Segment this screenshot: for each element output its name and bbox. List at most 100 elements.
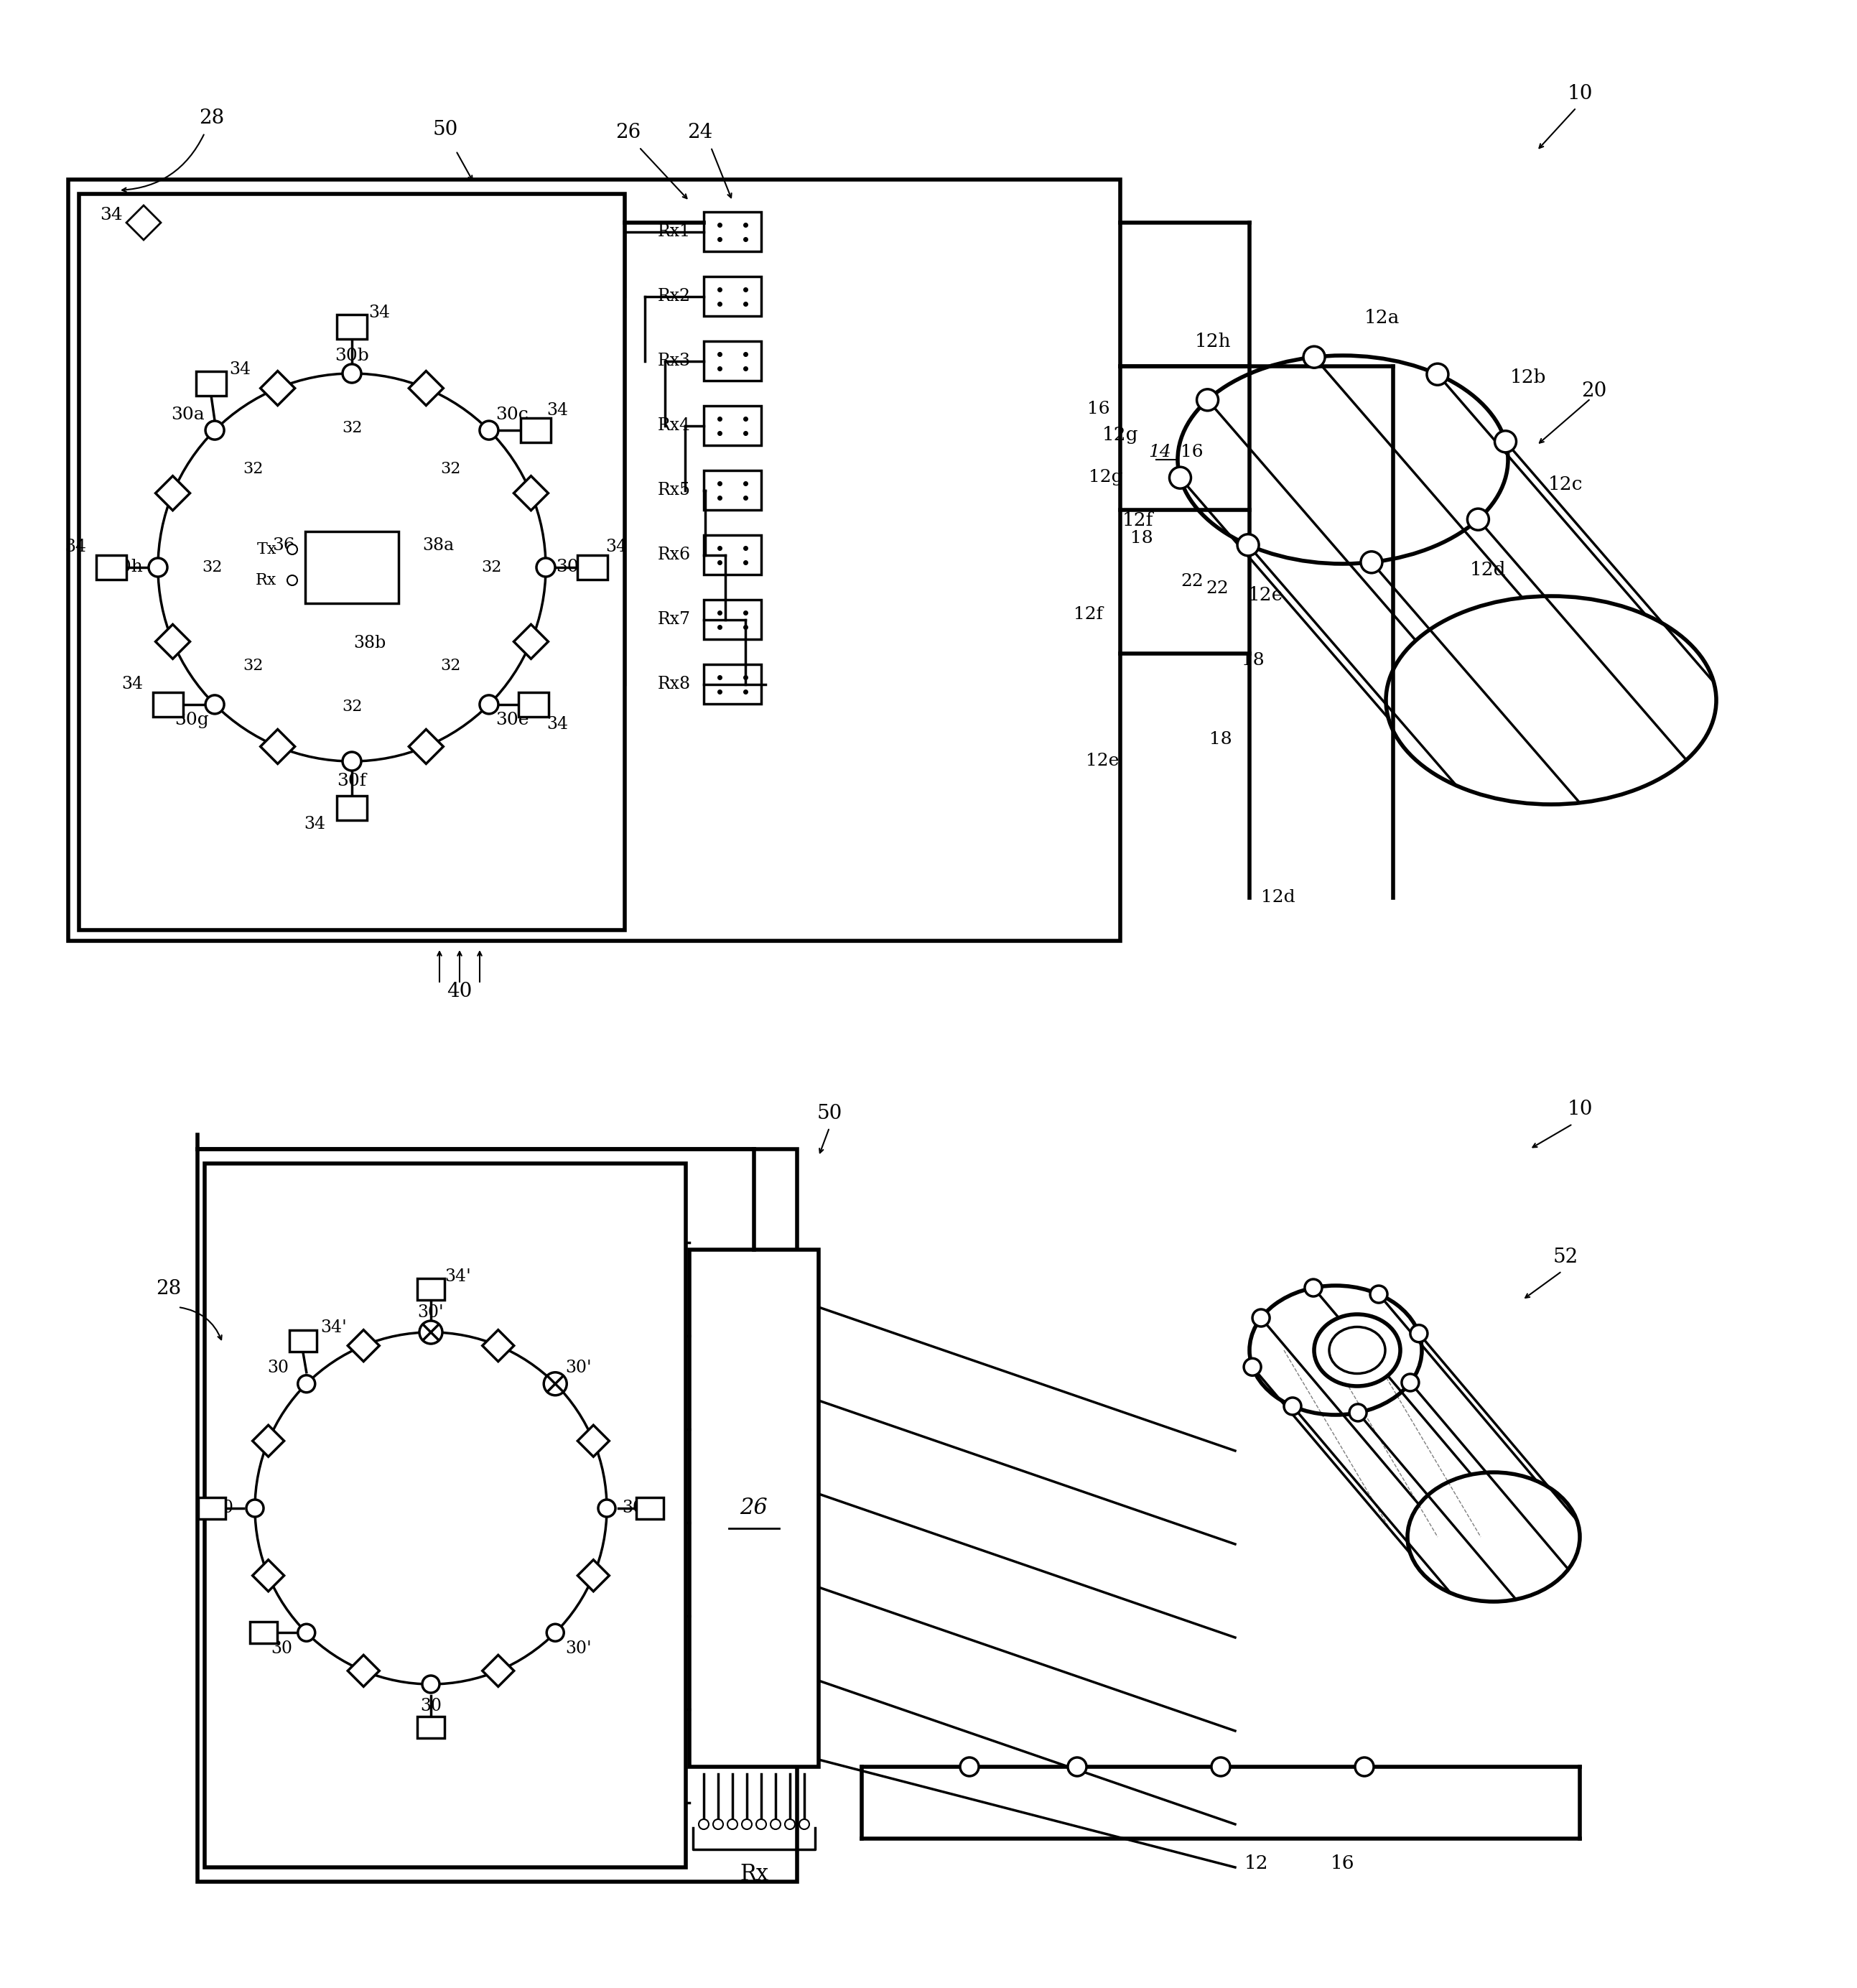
Text: 18: 18 — [1242, 652, 1265, 670]
Text: 34: 34 — [121, 676, 143, 692]
Polygon shape — [578, 1425, 609, 1457]
Text: 30': 30' — [418, 1304, 444, 1320]
Circle shape — [479, 696, 498, 714]
Text: 40: 40 — [448, 982, 472, 1000]
Text: 12a: 12a — [1365, 308, 1400, 326]
Circle shape — [537, 559, 555, 577]
Text: 12b: 12b — [1510, 368, 1547, 386]
Polygon shape — [253, 1561, 284, 1590]
Circle shape — [771, 1819, 780, 1829]
Text: 30h: 30h — [108, 559, 143, 577]
Text: 30: 30 — [271, 1640, 292, 1656]
Circle shape — [741, 1819, 752, 1829]
Text: 16: 16 — [1088, 402, 1110, 417]
Text: 34: 34 — [65, 539, 85, 555]
Bar — [69, 179, 1120, 940]
Text: 90°: 90° — [340, 551, 375, 569]
Text: 32: 32 — [440, 658, 461, 674]
Circle shape — [786, 1819, 795, 1829]
Text: 12g: 12g — [1088, 469, 1123, 485]
Text: 30d: 30d — [555, 559, 591, 577]
Circle shape — [206, 421, 225, 439]
Circle shape — [1170, 467, 1190, 489]
Text: 12h: 12h — [1194, 332, 1231, 350]
Bar — [290, 1330, 316, 1352]
Bar — [336, 314, 368, 340]
Bar — [518, 692, 548, 718]
Circle shape — [1426, 364, 1448, 386]
Circle shape — [799, 1819, 810, 1829]
Text: 32: 32 — [342, 700, 362, 716]
Text: 30': 30' — [565, 1640, 591, 1656]
Bar — [204, 1163, 685, 1867]
Bar — [336, 795, 368, 821]
Polygon shape — [483, 1330, 514, 1362]
Circle shape — [1409, 1324, 1428, 1342]
Text: 20: 20 — [1582, 382, 1606, 402]
Circle shape — [1402, 1374, 1419, 1392]
Text: Rx4: Rx4 — [657, 417, 691, 433]
Circle shape — [1196, 390, 1218, 412]
Bar — [704, 406, 761, 445]
Text: 12e: 12e — [1248, 586, 1283, 604]
Bar — [249, 1622, 277, 1644]
Text: 12f: 12f — [1122, 511, 1153, 529]
Bar — [152, 692, 184, 718]
Circle shape — [1495, 431, 1517, 453]
Circle shape — [1467, 509, 1489, 531]
Text: 30c: 30c — [496, 406, 529, 423]
Circle shape — [1350, 1404, 1367, 1421]
Text: 50: 50 — [817, 1103, 841, 1123]
Text: Rx5: Rx5 — [657, 481, 691, 499]
Text: 32: 32 — [440, 461, 461, 477]
Text: Rx8: Rx8 — [657, 676, 691, 692]
Bar — [197, 372, 227, 396]
Circle shape — [1237, 535, 1259, 557]
Text: 30': 30' — [565, 1360, 591, 1376]
Text: 32: 32 — [342, 419, 362, 435]
Text: 32: 32 — [202, 559, 223, 575]
Polygon shape — [260, 730, 295, 763]
Circle shape — [598, 1499, 615, 1517]
Text: 34: 34 — [305, 817, 325, 833]
Text: 12: 12 — [1244, 1855, 1268, 1873]
Text: 32: 32 — [481, 559, 501, 575]
Text: 10: 10 — [1567, 1099, 1593, 1119]
Text: 38b: 38b — [353, 634, 386, 650]
Bar — [704, 471, 761, 511]
Text: Rx: Rx — [256, 573, 277, 588]
Bar — [637, 1497, 663, 1519]
Polygon shape — [578, 1561, 609, 1590]
Text: 12c: 12c — [1549, 475, 1582, 493]
Circle shape — [1244, 1358, 1261, 1376]
Text: Rx: Rx — [739, 1863, 769, 1887]
Text: 18: 18 — [1209, 732, 1233, 747]
Circle shape — [713, 1819, 722, 1829]
Circle shape — [544, 1372, 566, 1396]
Polygon shape — [156, 624, 189, 658]
Text: 22: 22 — [1181, 573, 1203, 590]
Circle shape — [149, 559, 167, 577]
Bar — [418, 1716, 444, 1738]
Text: 26: 26 — [617, 123, 641, 143]
Text: 12f: 12f — [1073, 606, 1103, 622]
Bar — [704, 342, 761, 380]
Circle shape — [1252, 1310, 1270, 1326]
Text: 34: 34 — [546, 402, 568, 417]
Circle shape — [422, 1324, 440, 1340]
Text: 16: 16 — [1331, 1855, 1356, 1873]
Circle shape — [960, 1757, 979, 1775]
Circle shape — [1305, 1278, 1322, 1296]
Text: 52: 52 — [1552, 1246, 1578, 1266]
Ellipse shape — [1315, 1314, 1400, 1386]
Bar — [704, 276, 761, 316]
Circle shape — [546, 1376, 565, 1392]
Text: Rx7: Rx7 — [657, 610, 691, 628]
Text: 30: 30 — [212, 1501, 234, 1517]
Bar — [199, 1497, 225, 1519]
Bar — [520, 417, 552, 443]
Text: 34: 34 — [228, 362, 251, 378]
Text: 30f: 30f — [338, 773, 366, 789]
Circle shape — [206, 696, 225, 714]
Text: 34: 34 — [546, 716, 568, 734]
